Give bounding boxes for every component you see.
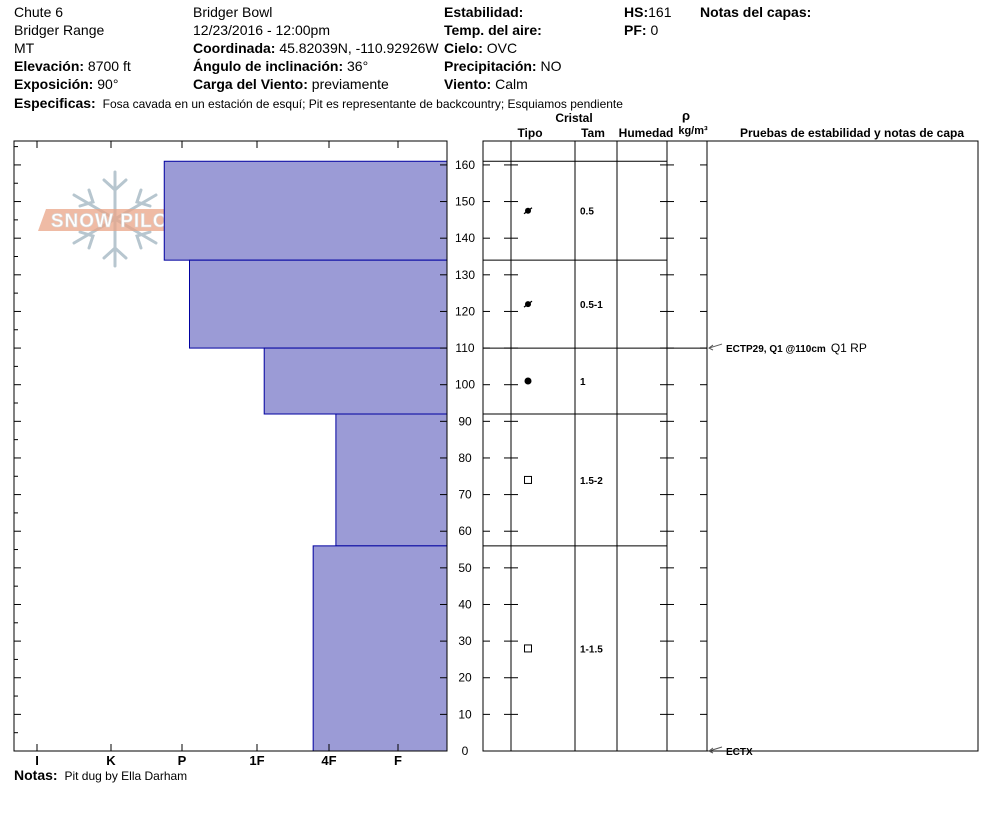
depth-tick-label-120: 120 [455,304,475,318]
grain-size-0: 0.5 [580,207,594,218]
hardness-plot-frame [13,140,448,752]
test-pointer-0 [708,343,723,349]
snowpilot-logo: SNOW PILOT [38,170,194,268]
size-header: Tam [581,126,605,140]
test-note-0: Q1 RP [831,341,867,355]
hardness-bar-0 [163,160,448,261]
air-temp: Temp. del aire: [444,22,542,38]
test-label-1: ECTX [726,747,753,758]
hardness-label-1: K [106,753,116,768]
rho-header: ρ [682,108,690,123]
grain-type-faceted-icon [524,644,532,653]
density-unit-header: kg/m³ [678,125,708,137]
column-headers: Cristal Tipo Tam Humedad ρ kg/m³ Pruebas… [517,108,964,140]
depth-tick-label-90: 90 [458,414,472,428]
test-arrow-1 [708,747,714,754]
grain-square [524,475,532,484]
depth-tick-label-50: 50 [458,561,472,575]
test-arrow-0 [708,344,714,351]
grain-square [524,644,532,653]
layer-rows: 0.5 0.5-1 1 1.5-2 1-1.5 [483,160,667,655]
wind-load: Carga del Viento: previamente [193,76,389,92]
notes: Notas: Pit dug by Ella Darham [14,767,188,783]
depth-tick-label-140: 140 [455,231,475,245]
snow-height: HS:161 [624,4,672,20]
hardness-bar-2 [263,347,448,415]
hardness-label-4: 4F [321,753,336,768]
grain-size-3: 1.5-2 [580,476,603,487]
crystal-header: Cristal [555,111,592,125]
wind: Viento: Calm [444,76,528,92]
stability: Estabilidad: [444,4,524,20]
hardness-label-0: I [35,753,39,768]
depth-tick-label-160: 160 [455,158,475,172]
grain-dot [524,377,532,385]
depth-tick-label-110: 110 [455,341,474,355]
pit-name: Chute 6 [14,4,64,20]
location-name: Bridger Bowl [193,4,273,20]
depth-tick-label-30: 30 [458,634,472,648]
grain-size-4: 1-1.5 [580,644,603,655]
range-name: Bridger Range [14,22,105,38]
depth-tick-label-80: 80 [458,451,472,465]
grain-slash [523,300,533,308]
hardness-label-3: 1F [249,753,264,768]
slope-angle: Ángulo de inclinación: 36° [193,58,369,74]
test-pointer-1 [708,746,723,752]
logo-banner [38,209,194,231]
hardness-bars [163,160,448,752]
hardness-bar-1 [189,259,448,349]
depth-tick-label-70: 70 [458,488,472,502]
foot-penetration: PF: 0 [624,22,659,38]
grain-size-1: 0.5-1 [580,300,603,311]
type-header: Tipo [517,126,542,140]
hardness-labels: I K P 1F 4F F [35,753,402,768]
table-ticks [483,140,978,752]
depth-tick-label-20: 20 [458,671,472,685]
depth-tick-label-100: 100 [455,378,475,392]
state-name: MT [14,40,35,56]
grain-type-decomposing-icon [523,300,533,308]
test-code-1: ECTX [726,747,753,758]
layer-table-frame [482,140,979,752]
test-code-0: ECTP29, Q1 @110cm [726,344,826,355]
grain-type-decomposing-icon [523,207,533,215]
layer-table: 0.5 0.5-1 1 1.5-2 1-1.5 [482,140,979,752]
depth-tick-label-0: 0 [462,744,469,758]
layer-notes-label: Notas del capas: [700,4,812,20]
stability-tests: ECTP29, Q1 @110cm Q1 RP ECTX [667,341,867,758]
tests-header: Pruebas de estabilidad y notas de capa [740,126,964,140]
depth-tick-label-130: 130 [455,268,475,282]
sky: Cielo: OVC [444,40,518,56]
precipitation: Precipitación: NO [444,58,562,74]
hardness-bar-4 [312,545,448,752]
grain-type-faceted-icon [524,475,532,484]
logo-text: SNOW PILOT [51,211,181,232]
hardness-label-2: P [178,753,187,768]
test-label-0: ECTP29, Q1 @110cm Q1 RP [726,341,867,355]
hardness-ticks [36,141,399,751]
elevation: Elevación: 8700 ft [14,58,131,74]
coordinate: Coordinada: 45.82039N, -110.92926W [193,40,439,56]
depth-axis: 0 10 20 30 40 50 60 70 80 90 100 110 120 130 140 150 160 [14,146,475,758]
depth-tick-label-10: 10 [458,707,472,721]
hardness-label-5: F [394,753,402,768]
depth-tick-label-40: 40 [458,597,472,611]
grain-size-2: 1 [580,377,586,388]
hardness-bar-3 [335,413,448,547]
observation-date: 12/23/2016 - 12:00pm [193,22,330,38]
depth-tick-label-60: 60 [458,524,472,538]
specifics: Especificas: Fosa cavada en un estación … [14,95,623,111]
depth-tick-label-150: 150 [455,195,475,209]
aspect: Exposición: 90° [14,76,119,92]
grain-slash [523,207,533,215]
grain-type-rounded-icon [524,377,532,385]
moisture-header: Humedad [619,126,674,140]
